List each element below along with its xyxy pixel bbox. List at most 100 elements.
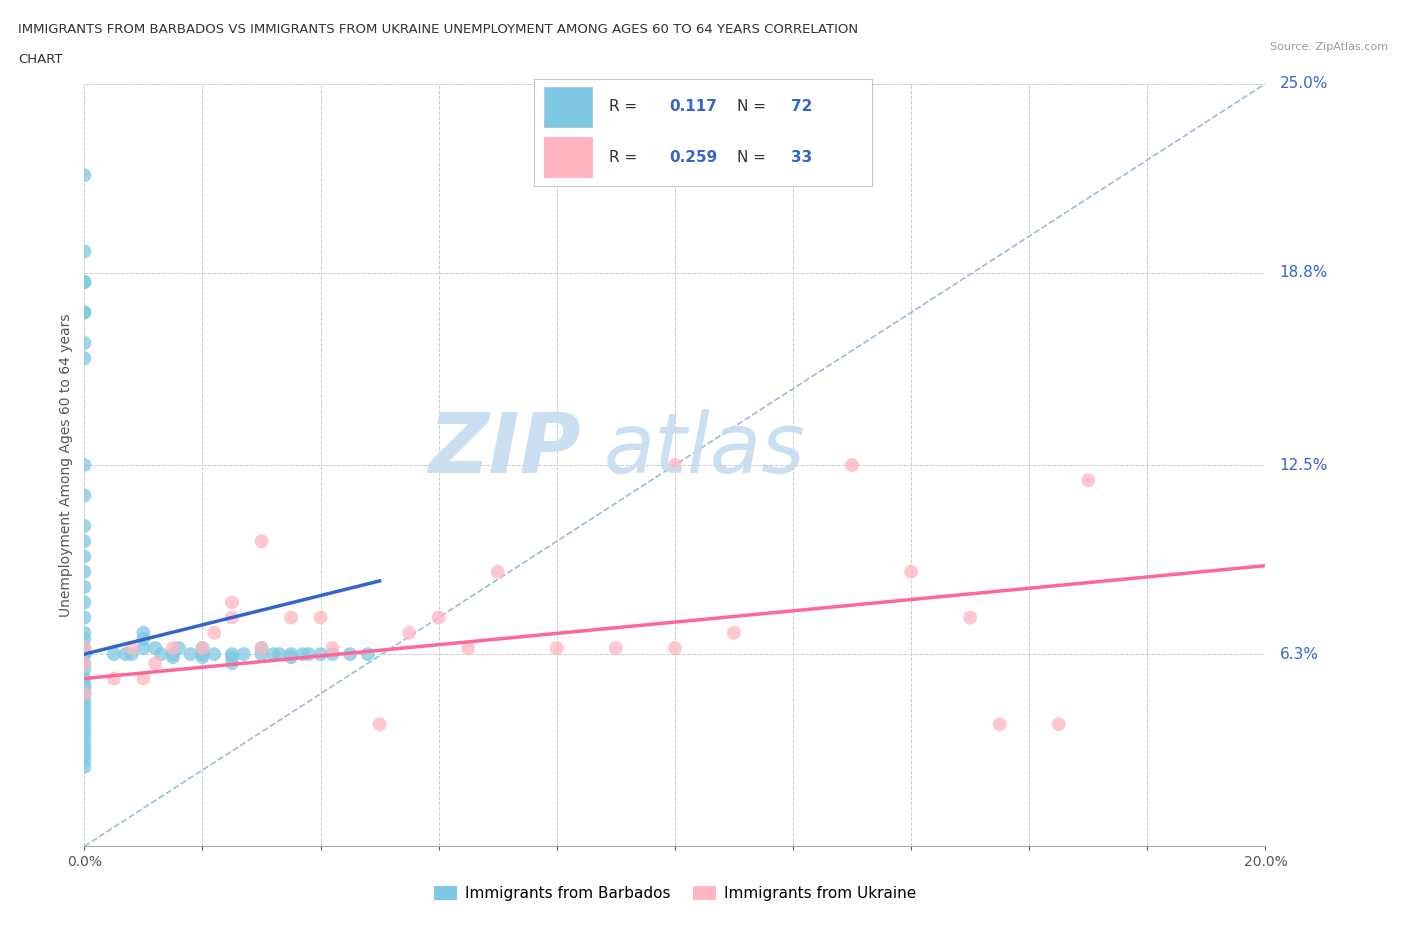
- Point: [309, 610, 332, 625]
- Text: N =: N =: [737, 100, 766, 114]
- Point: [180, 646, 202, 661]
- Point: [73, 677, 96, 692]
- Point: [457, 641, 479, 656]
- Point: [73, 565, 96, 579]
- Point: [232, 646, 254, 661]
- Point: [167, 641, 190, 656]
- Point: [114, 646, 136, 661]
- Point: [280, 610, 302, 625]
- Point: [486, 565, 509, 579]
- Text: 25.0%: 25.0%: [1279, 76, 1327, 91]
- Point: [73, 631, 96, 646]
- Point: [191, 641, 214, 656]
- Point: [73, 610, 96, 625]
- Point: [664, 641, 686, 656]
- Text: R =: R =: [609, 150, 637, 165]
- Point: [73, 760, 96, 775]
- Point: [73, 305, 96, 320]
- Point: [73, 579, 96, 594]
- Point: [841, 458, 863, 472]
- Point: [250, 646, 273, 661]
- Point: [73, 625, 96, 640]
- Point: [357, 646, 380, 661]
- Point: [291, 646, 314, 661]
- Text: CHART: CHART: [18, 53, 63, 66]
- Point: [73, 748, 96, 763]
- FancyBboxPatch shape: [544, 86, 592, 127]
- Point: [988, 717, 1011, 732]
- Point: [73, 671, 96, 686]
- Point: [73, 274, 96, 289]
- Text: 6.3%: 6.3%: [1279, 646, 1319, 661]
- Text: 18.8%: 18.8%: [1279, 265, 1327, 280]
- Point: [191, 641, 214, 656]
- Point: [73, 336, 96, 351]
- Point: [121, 641, 143, 656]
- Point: [73, 656, 96, 671]
- Point: [250, 534, 273, 549]
- Point: [73, 458, 96, 472]
- Point: [73, 641, 96, 656]
- Point: [73, 167, 96, 182]
- Point: [132, 671, 155, 686]
- Point: [427, 610, 450, 625]
- Text: 0.259: 0.259: [669, 150, 717, 165]
- Point: [221, 646, 243, 661]
- Point: [143, 641, 166, 656]
- Point: [73, 244, 96, 259]
- Point: [73, 711, 96, 725]
- Point: [398, 625, 420, 640]
- Point: [73, 534, 96, 549]
- Point: [321, 646, 343, 661]
- Point: [250, 641, 273, 656]
- Point: [73, 595, 96, 610]
- Point: [73, 686, 96, 701]
- Point: [132, 641, 155, 656]
- Point: [132, 631, 155, 646]
- Text: Source: ZipAtlas.com: Source: ZipAtlas.com: [1270, 42, 1388, 52]
- Point: [73, 698, 96, 713]
- Point: [546, 641, 568, 656]
- Text: IMMIGRANTS FROM BARBADOS VS IMMIGRANTS FROM UKRAINE UNEMPLOYMENT AMONG AGES 60 T: IMMIGRANTS FROM BARBADOS VS IMMIGRANTS F…: [18, 23, 859, 36]
- Legend: Immigrants from Barbados, Immigrants from Ukraine: Immigrants from Barbados, Immigrants fro…: [427, 880, 922, 908]
- Point: [162, 646, 184, 661]
- Point: [132, 625, 155, 640]
- Point: [202, 646, 225, 661]
- Point: [73, 741, 96, 756]
- Point: [1077, 472, 1099, 487]
- Text: ZIP: ZIP: [427, 409, 581, 490]
- Point: [73, 646, 96, 661]
- Point: [162, 650, 184, 665]
- Point: [191, 646, 214, 661]
- Point: [73, 662, 96, 677]
- Point: [73, 735, 96, 750]
- Point: [723, 625, 745, 640]
- Point: [143, 656, 166, 671]
- Point: [73, 646, 96, 661]
- Point: [321, 641, 343, 656]
- Point: [103, 671, 125, 686]
- Point: [221, 650, 243, 665]
- Point: [339, 646, 361, 661]
- Point: [73, 717, 96, 732]
- Point: [150, 646, 173, 661]
- Point: [269, 646, 291, 661]
- Point: [73, 723, 96, 737]
- Point: [73, 705, 96, 720]
- Text: 72: 72: [790, 100, 813, 114]
- Point: [162, 641, 184, 656]
- Point: [73, 693, 96, 708]
- Text: N =: N =: [737, 150, 766, 165]
- Point: [202, 625, 225, 640]
- Point: [250, 641, 273, 656]
- Point: [73, 519, 96, 534]
- Point: [605, 641, 627, 656]
- Point: [73, 488, 96, 503]
- Text: 0.117: 0.117: [669, 100, 717, 114]
- Point: [298, 646, 321, 661]
- Point: [262, 646, 284, 661]
- Point: [121, 646, 143, 661]
- Point: [221, 656, 243, 671]
- Point: [73, 305, 96, 320]
- Point: [664, 458, 686, 472]
